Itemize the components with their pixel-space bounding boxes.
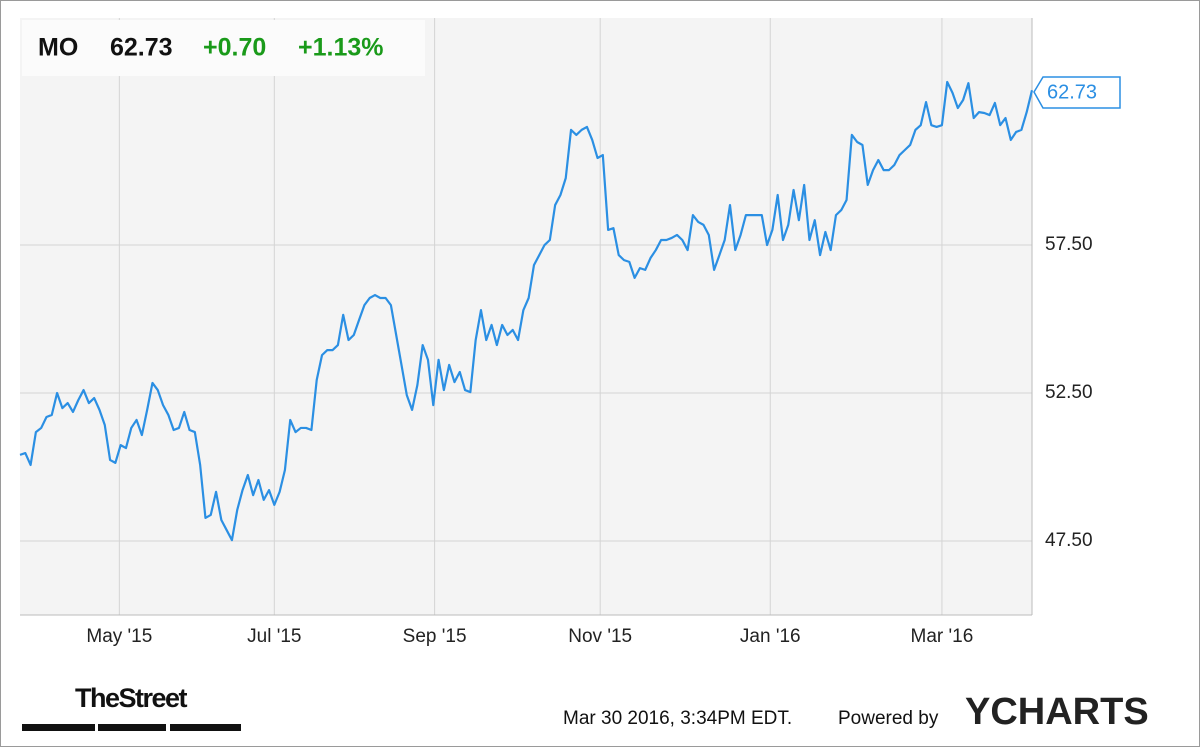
- last-value-flag: [1033, 76, 1121, 109]
- y-tick-label: 52.50: [1045, 382, 1093, 403]
- logo-bar: [98, 724, 166, 731]
- powered-by: Powered by: [838, 708, 939, 729]
- change: +0.70: [203, 34, 266, 62]
- price-line: [19, 80, 1034, 542]
- y-tick-label: 47.50: [1045, 530, 1093, 551]
- last-value-label: 62.73: [1047, 81, 1097, 103]
- x-tick-label: Jan '16: [740, 626, 801, 647]
- x-tick-label: Sep '15: [403, 626, 467, 647]
- x-tick-label: Mar '16: [911, 626, 974, 647]
- timestamp: Mar 30 2016, 3:34PM EDT.: [563, 708, 792, 729]
- y-tick-label: 57.50: [1045, 234, 1093, 255]
- x-tick-label: Nov '15: [568, 626, 632, 647]
- x-tick-label: Jul '15: [247, 626, 301, 647]
- series: [19, 80, 1034, 542]
- change-pct: +1.13%: [298, 34, 384, 62]
- x-tick-label: May '15: [86, 626, 152, 647]
- source-logo: TheStreet: [75, 683, 188, 713]
- symbol: MO: [38, 34, 78, 62]
- plot-area: [20, 18, 1032, 615]
- quote-box: [22, 20, 425, 76]
- brand: YCHARTS: [965, 691, 1149, 733]
- logo-bar: [22, 724, 95, 731]
- price: 62.73: [110, 34, 173, 62]
- logo-bar: [170, 724, 241, 731]
